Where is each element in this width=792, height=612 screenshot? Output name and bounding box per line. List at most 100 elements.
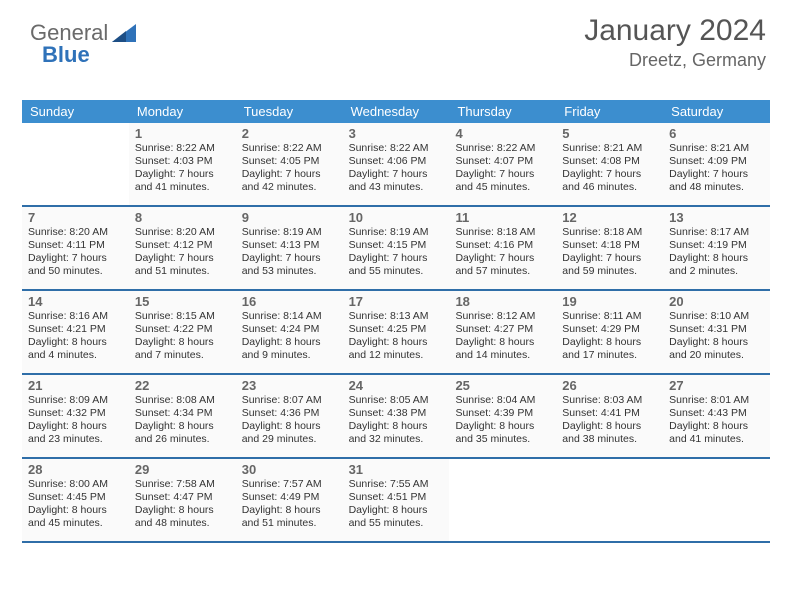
day-number: 19 <box>562 294 657 309</box>
day-info: Sunrise: 8:22 AMSunset: 4:07 PMDaylight:… <box>455 142 550 195</box>
day-cell: 13Sunrise: 8:17 AMSunset: 4:19 PMDayligh… <box>663 207 770 289</box>
day-info: Sunrise: 8:03 AMSunset: 4:41 PMDaylight:… <box>562 394 657 447</box>
day-number: 15 <box>135 294 230 309</box>
logo-word-blue-wrap: Blue <box>42 42 90 68</box>
day-number: 8 <box>135 210 230 225</box>
day-cell <box>556 459 663 541</box>
day-number: 26 <box>562 378 657 393</box>
day-info: Sunrise: 8:05 AMSunset: 4:38 PMDaylight:… <box>349 394 444 447</box>
day-info: Sunrise: 8:01 AMSunset: 4:43 PMDaylight:… <box>669 394 764 447</box>
day-info: Sunrise: 8:07 AMSunset: 4:36 PMDaylight:… <box>242 394 337 447</box>
day-cell: 9Sunrise: 8:19 AMSunset: 4:13 PMDaylight… <box>236 207 343 289</box>
day-info: Sunrise: 8:10 AMSunset: 4:31 PMDaylight:… <box>669 310 764 363</box>
day-cell <box>663 459 770 541</box>
week-row: 28Sunrise: 8:00 AMSunset: 4:45 PMDayligh… <box>22 459 770 543</box>
day-cell: 10Sunrise: 8:19 AMSunset: 4:15 PMDayligh… <box>343 207 450 289</box>
day-cell: 21Sunrise: 8:09 AMSunset: 4:32 PMDayligh… <box>22 375 129 457</box>
day-number: 12 <box>562 210 657 225</box>
day-cell <box>22 123 129 205</box>
day-number: 7 <box>28 210 123 225</box>
day-number: 29 <box>135 462 230 477</box>
day-cell <box>449 459 556 541</box>
day-number: 14 <box>28 294 123 309</box>
page-subtitle: Dreetz, Germany <box>584 50 766 71</box>
day-info: Sunrise: 8:16 AMSunset: 4:21 PMDaylight:… <box>28 310 123 363</box>
week-row: 14Sunrise: 8:16 AMSunset: 4:21 PMDayligh… <box>22 291 770 375</box>
day-cell: 28Sunrise: 8:00 AMSunset: 4:45 PMDayligh… <box>22 459 129 541</box>
day-cell: 31Sunrise: 7:55 AMSunset: 4:51 PMDayligh… <box>343 459 450 541</box>
week-row: 7Sunrise: 8:20 AMSunset: 4:11 PMDaylight… <box>22 207 770 291</box>
day-cell: 3Sunrise: 8:22 AMSunset: 4:06 PMDaylight… <box>343 123 450 205</box>
day-cell: 25Sunrise: 8:04 AMSunset: 4:39 PMDayligh… <box>449 375 556 457</box>
day-number: 18 <box>455 294 550 309</box>
day-info: Sunrise: 7:57 AMSunset: 4:49 PMDaylight:… <box>242 478 337 531</box>
day-cell: 20Sunrise: 8:10 AMSunset: 4:31 PMDayligh… <box>663 291 770 373</box>
day-cell: 17Sunrise: 8:13 AMSunset: 4:25 PMDayligh… <box>343 291 450 373</box>
day-cell: 14Sunrise: 8:16 AMSunset: 4:21 PMDayligh… <box>22 291 129 373</box>
day-info: Sunrise: 8:20 AMSunset: 4:12 PMDaylight:… <box>135 226 230 279</box>
day-info: Sunrise: 7:55 AMSunset: 4:51 PMDaylight:… <box>349 478 444 531</box>
week-row: 1Sunrise: 8:22 AMSunset: 4:03 PMDaylight… <box>22 123 770 207</box>
day-cell: 5Sunrise: 8:21 AMSunset: 4:08 PMDaylight… <box>556 123 663 205</box>
day-number: 4 <box>455 126 550 141</box>
day-info: Sunrise: 8:00 AMSunset: 4:45 PMDaylight:… <box>28 478 123 531</box>
day-cell: 2Sunrise: 8:22 AMSunset: 4:05 PMDaylight… <box>236 123 343 205</box>
day-cell: 1Sunrise: 8:22 AMSunset: 4:03 PMDaylight… <box>129 123 236 205</box>
day-info: Sunrise: 8:14 AMSunset: 4:24 PMDaylight:… <box>242 310 337 363</box>
day-number: 11 <box>455 210 550 225</box>
day-info: Sunrise: 8:21 AMSunset: 4:08 PMDaylight:… <box>562 142 657 195</box>
day-number: 1 <box>135 126 230 141</box>
day-number: 10 <box>349 210 444 225</box>
day-info: Sunrise: 8:18 AMSunset: 4:16 PMDaylight:… <box>455 226 550 279</box>
day-number: 16 <box>242 294 337 309</box>
day-number: 9 <box>242 210 337 225</box>
day-cell: 8Sunrise: 8:20 AMSunset: 4:12 PMDaylight… <box>129 207 236 289</box>
day-number: 27 <box>669 378 764 393</box>
day-cell: 18Sunrise: 8:12 AMSunset: 4:27 PMDayligh… <box>449 291 556 373</box>
weekday-header: Wednesday <box>343 100 450 123</box>
day-info: Sunrise: 8:22 AMSunset: 4:03 PMDaylight:… <box>135 142 230 195</box>
day-info: Sunrise: 8:22 AMSunset: 4:05 PMDaylight:… <box>242 142 337 195</box>
weekday-header: Tuesday <box>236 100 343 123</box>
day-cell: 22Sunrise: 8:08 AMSunset: 4:34 PMDayligh… <box>129 375 236 457</box>
weekday-header: Monday <box>129 100 236 123</box>
day-info: Sunrise: 7:58 AMSunset: 4:47 PMDaylight:… <box>135 478 230 531</box>
logo-triangle-icon <box>112 24 136 42</box>
day-number: 30 <box>242 462 337 477</box>
day-cell: 11Sunrise: 8:18 AMSunset: 4:16 PMDayligh… <box>449 207 556 289</box>
weekday-header: Saturday <box>663 100 770 123</box>
day-info: Sunrise: 8:21 AMSunset: 4:09 PMDaylight:… <box>669 142 764 195</box>
week-row: 21Sunrise: 8:09 AMSunset: 4:32 PMDayligh… <box>22 375 770 459</box>
day-cell: 4Sunrise: 8:22 AMSunset: 4:07 PMDaylight… <box>449 123 556 205</box>
weekday-header: Friday <box>556 100 663 123</box>
day-info: Sunrise: 8:18 AMSunset: 4:18 PMDaylight:… <box>562 226 657 279</box>
day-info: Sunrise: 8:19 AMSunset: 4:15 PMDaylight:… <box>349 226 444 279</box>
day-number: 24 <box>349 378 444 393</box>
day-cell: 24Sunrise: 8:05 AMSunset: 4:38 PMDayligh… <box>343 375 450 457</box>
day-info: Sunrise: 8:17 AMSunset: 4:19 PMDaylight:… <box>669 226 764 279</box>
day-number: 25 <box>455 378 550 393</box>
logo-word-blue: Blue <box>42 42 90 67</box>
day-cell: 26Sunrise: 8:03 AMSunset: 4:41 PMDayligh… <box>556 375 663 457</box>
weekday-header: Thursday <box>449 100 556 123</box>
day-number: 6 <box>669 126 764 141</box>
calendar: Sunday Monday Tuesday Wednesday Thursday… <box>22 100 770 543</box>
day-info: Sunrise: 8:04 AMSunset: 4:39 PMDaylight:… <box>455 394 550 447</box>
weekday-header-row: Sunday Monday Tuesday Wednesday Thursday… <box>22 100 770 123</box>
day-info: Sunrise: 8:12 AMSunset: 4:27 PMDaylight:… <box>455 310 550 363</box>
day-info: Sunrise: 8:13 AMSunset: 4:25 PMDaylight:… <box>349 310 444 363</box>
day-info: Sunrise: 8:20 AMSunset: 4:11 PMDaylight:… <box>28 226 123 279</box>
day-cell: 29Sunrise: 7:58 AMSunset: 4:47 PMDayligh… <box>129 459 236 541</box>
day-number: 17 <box>349 294 444 309</box>
day-number: 2 <box>242 126 337 141</box>
day-cell: 12Sunrise: 8:18 AMSunset: 4:18 PMDayligh… <box>556 207 663 289</box>
day-number: 13 <box>669 210 764 225</box>
day-cell: 23Sunrise: 8:07 AMSunset: 4:36 PMDayligh… <box>236 375 343 457</box>
page-title: January 2024 <box>584 14 766 48</box>
weekday-header: Sunday <box>22 100 129 123</box>
day-info: Sunrise: 8:22 AMSunset: 4:06 PMDaylight:… <box>349 142 444 195</box>
day-info: Sunrise: 8:15 AMSunset: 4:22 PMDaylight:… <box>135 310 230 363</box>
day-cell: 27Sunrise: 8:01 AMSunset: 4:43 PMDayligh… <box>663 375 770 457</box>
day-number: 23 <box>242 378 337 393</box>
day-number: 20 <box>669 294 764 309</box>
